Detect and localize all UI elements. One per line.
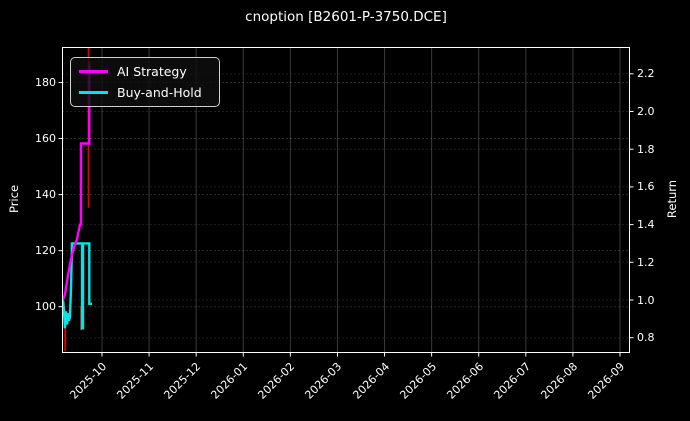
y-tick-label-left: 160 xyxy=(35,132,56,146)
y-axis-label-price: Price xyxy=(7,184,21,214)
legend-item-ai-strategy: AI Strategy xyxy=(79,64,219,80)
y-tick-label-right: 1.4 xyxy=(637,218,655,232)
y-tick-label-left: 100 xyxy=(35,300,56,314)
y-tick-label-right: 0.8 xyxy=(637,331,655,345)
y-tick-label-right: 1.0 xyxy=(637,293,655,307)
y-tick-label-left: 140 xyxy=(35,188,56,202)
legend-line-sample-magenta xyxy=(79,69,108,74)
legend-label: Buy-and-Hold xyxy=(117,84,202,100)
legend-item-buy-and-hold: Buy-and-Hold xyxy=(79,85,219,101)
chart-title: cnoption [B2601-P-3750.DCE] xyxy=(245,9,447,25)
y-tick-label-right: 2.2 xyxy=(637,67,655,81)
y-tick-label-right: 2.0 xyxy=(637,105,655,118)
y-tick-label-right: 1.6 xyxy=(637,180,655,194)
y-tick-label-right: 1.8 xyxy=(637,142,655,156)
y-tick-label-right: 1.2 xyxy=(637,255,655,269)
y-tick-label-left: 180 xyxy=(35,76,56,89)
legend-line-sample-cyan xyxy=(79,90,108,95)
y-tick-label-left: 120 xyxy=(35,244,56,258)
legend: AI Strategy Buy-and-Hold xyxy=(70,57,220,107)
legend-label: AI Strategy xyxy=(117,63,187,79)
